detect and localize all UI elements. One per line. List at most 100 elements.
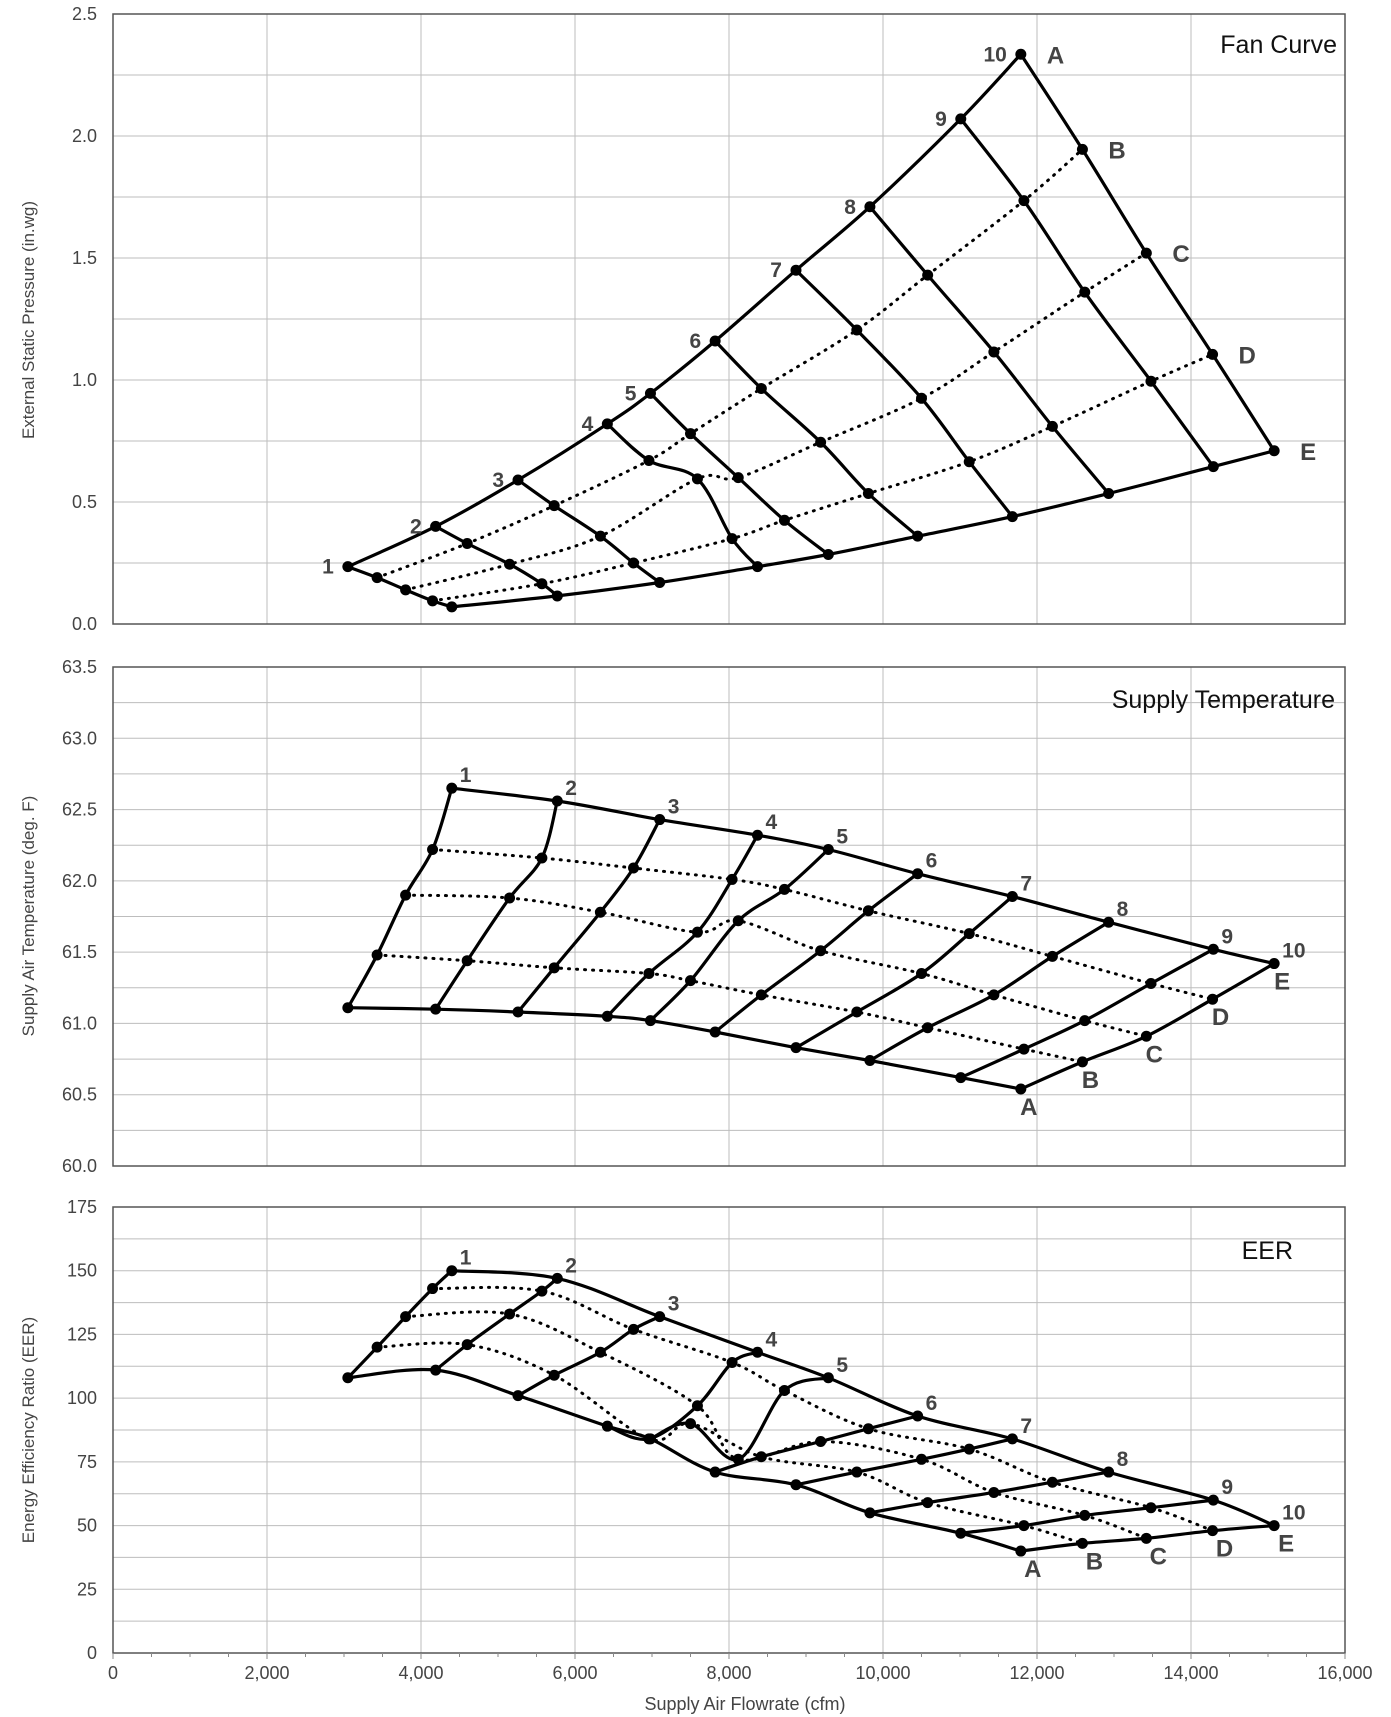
damper-curve-1 xyxy=(375,147,1084,580)
data-point xyxy=(446,782,458,794)
data-point xyxy=(1268,958,1280,970)
data-point xyxy=(1207,993,1219,1005)
data-point xyxy=(643,455,655,467)
speed-label: 9 xyxy=(935,108,947,131)
y-tick-label: 25 xyxy=(77,1579,97,1599)
data-point xyxy=(628,1323,640,1335)
x-tick-label: 16,000 xyxy=(1317,1663,1372,1683)
speed-label: 7 xyxy=(1020,1415,1032,1438)
y-tick-label: 63.5 xyxy=(62,657,97,677)
data-point xyxy=(1079,286,1091,298)
panel-title: Fan Curve xyxy=(1220,31,1337,59)
data-point xyxy=(628,862,640,874)
speed-label: 10 xyxy=(1282,1502,1305,1525)
data-point xyxy=(815,1435,827,1447)
data-point xyxy=(1079,1015,1091,1027)
speed-label: 2 xyxy=(565,1254,577,1277)
damper-curve-1 xyxy=(431,848,1215,1001)
data-point xyxy=(778,514,790,526)
damper-curve-0 xyxy=(450,786,1276,966)
data-point xyxy=(548,500,560,512)
supply-temperature-panel: 60.0 60.5 61.0 61.5 62.0 62.5 63.0 63.5 Supply A… xyxy=(19,657,1346,1176)
panel-title: EER xyxy=(1242,1237,1293,1265)
x-tick-label: 4,000 xyxy=(398,1663,443,1683)
y-tick-label: 60.0 xyxy=(62,1156,97,1176)
data-point xyxy=(963,1443,975,1455)
data-point xyxy=(644,1015,656,1027)
data-point xyxy=(851,324,863,336)
data-point xyxy=(851,1006,863,1018)
speed-label: 9 xyxy=(1221,1476,1233,1499)
y-tick-label: 1.5 xyxy=(72,248,97,268)
data-point xyxy=(1145,1502,1157,1514)
speed-label: 4 xyxy=(765,811,777,834)
data-point xyxy=(922,269,934,281)
speed-label: 10 xyxy=(983,43,1006,66)
data-point xyxy=(916,1453,927,1465)
x-axis-label: Supply Air Flowrate (cfm) xyxy=(644,1694,845,1714)
data-point xyxy=(536,578,548,590)
data-point xyxy=(862,905,874,917)
data-point xyxy=(594,1346,606,1358)
data-point xyxy=(446,601,458,613)
data-point xyxy=(342,1372,354,1384)
speed-curve-8 xyxy=(868,920,1111,1063)
x-tick-label: 8,000 xyxy=(706,1663,751,1683)
speed-label: 5 xyxy=(836,825,848,848)
data-point xyxy=(512,1006,524,1018)
damper-label: E xyxy=(1278,1531,1294,1558)
y-tick-label: 61.5 xyxy=(62,942,97,962)
data-point xyxy=(691,1400,703,1412)
data-point xyxy=(644,387,656,399)
speed-label: 5 xyxy=(625,382,637,405)
speed-curve-7 xyxy=(794,894,1014,1050)
data-point xyxy=(963,456,975,468)
data-point xyxy=(1207,943,1219,955)
x-tick-label: 2,000 xyxy=(244,1663,289,1683)
data-point xyxy=(1207,1525,1219,1537)
data-point xyxy=(1076,1056,1088,1068)
data-point xyxy=(862,487,874,499)
data-point xyxy=(1006,891,1018,903)
data-point xyxy=(755,989,767,1001)
data-point xyxy=(912,530,924,542)
data-point xyxy=(751,829,763,841)
y-axis-label: Energy Efficiency Ratio (EER) xyxy=(19,1317,38,1543)
data-point xyxy=(504,558,516,570)
data-point xyxy=(1076,1537,1088,1549)
y-axis-label: Supply Air Temperature (deg. F) xyxy=(19,796,38,1037)
damper-label: D xyxy=(1239,342,1256,369)
data-point xyxy=(1006,511,1018,523)
damper-curve-4 xyxy=(346,1367,1023,1553)
speed-label: 1 xyxy=(460,764,472,787)
data-point xyxy=(922,1022,934,1034)
data-point xyxy=(955,1527,967,1539)
y-tick-label: 2.5 xyxy=(72,4,97,24)
speed-label: 1 xyxy=(322,556,334,579)
y-tick-label: 60.5 xyxy=(62,1085,97,1105)
speed-curve-3 xyxy=(516,478,662,585)
data-point xyxy=(726,533,738,545)
damper-label: C xyxy=(1150,1543,1167,1570)
speed-label: 2 xyxy=(565,777,577,800)
data-point xyxy=(427,1283,439,1295)
data-point xyxy=(751,1346,763,1358)
damper-curve-3 xyxy=(431,352,1215,603)
data-point xyxy=(988,989,1000,1001)
damper-label: D xyxy=(1216,1536,1233,1563)
damper-label: A xyxy=(1047,42,1064,69)
data-point xyxy=(400,584,412,596)
data-point xyxy=(709,1026,721,1038)
data-point xyxy=(1018,195,1030,207)
speed-label: 4 xyxy=(765,1328,777,1351)
data-point xyxy=(864,1054,876,1066)
data-point xyxy=(1046,420,1058,432)
damper-curve-4 xyxy=(346,1006,1023,1091)
data-point xyxy=(400,1311,412,1323)
y-tick-label: 150 xyxy=(67,1261,97,1281)
plot-frame xyxy=(112,666,1346,1167)
data-point xyxy=(988,346,1000,358)
data-point xyxy=(685,1418,696,1430)
